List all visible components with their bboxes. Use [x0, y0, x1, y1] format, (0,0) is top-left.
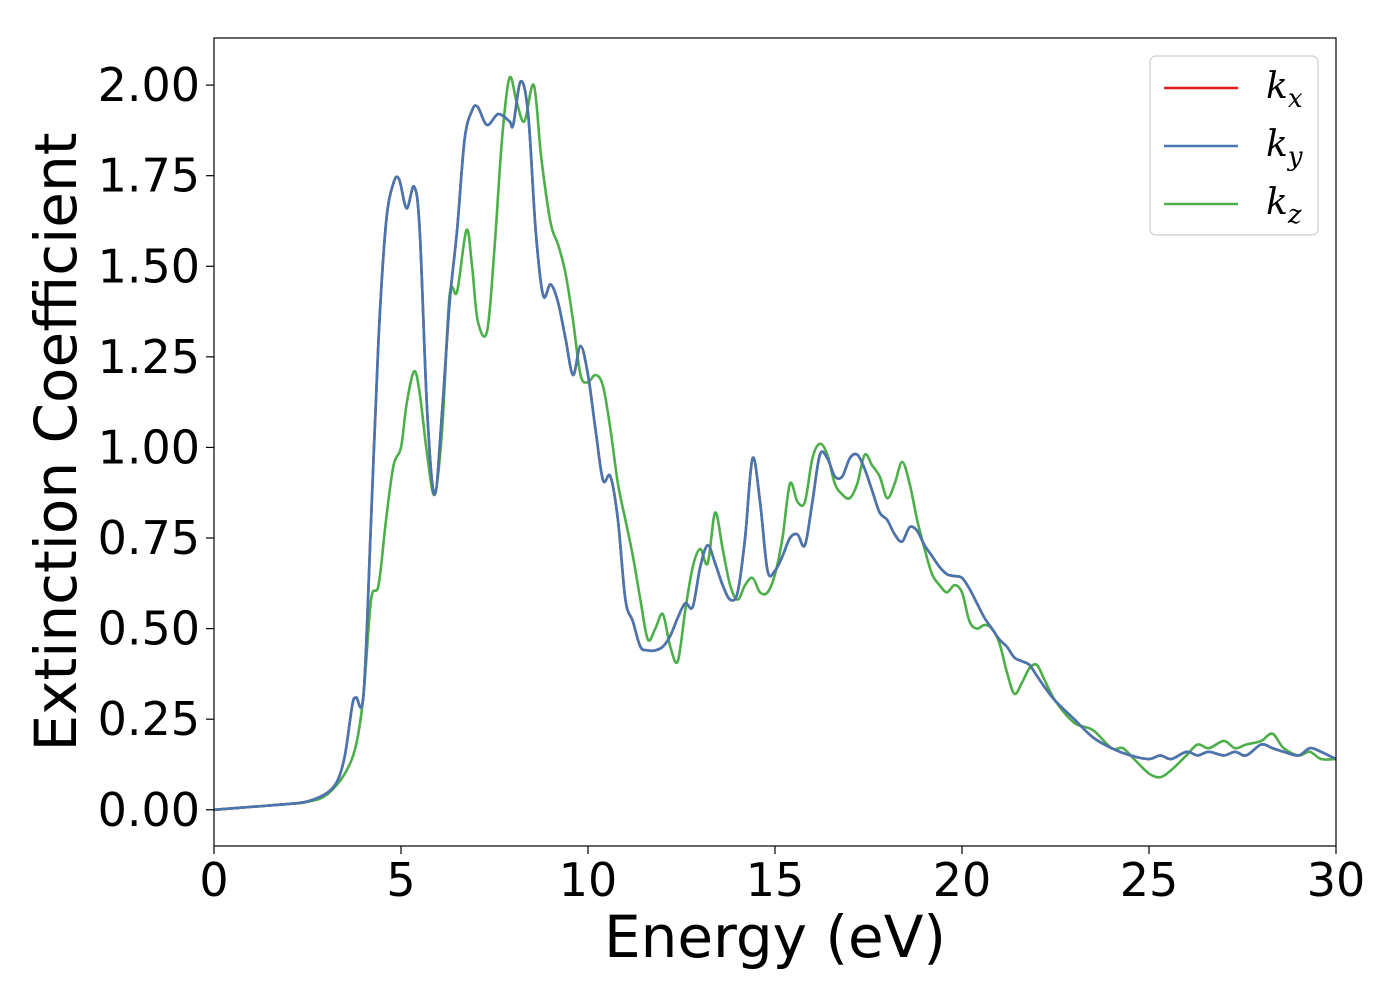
- series-line-y: [214, 80, 1336, 812]
- legend-label-subscript: x: [1288, 84, 1303, 114]
- legend-label-base: k: [1266, 124, 1288, 165]
- y-tick-label: 1.50: [98, 239, 200, 293]
- x-tick-label: 25: [1120, 853, 1179, 907]
- y-tick-label: 2.00: [98, 58, 200, 112]
- x-axis-label: Energy (eV): [604, 903, 946, 971]
- y-axis-ticks: 0.00 0.25 0.50 0.75 1.00 1.25 1.50 1.75 2.00: [98, 58, 214, 837]
- y-tick-label: 1.25: [98, 330, 200, 384]
- y-tick-label: 0.75: [98, 511, 200, 565]
- x-axis-ticks: 0 5 10 15 20 25 30: [199, 846, 1365, 907]
- legend-label-x: kx: [1266, 66, 1303, 114]
- legend-label-base: k: [1266, 66, 1288, 107]
- y-tick-label: 1.75: [98, 149, 200, 203]
- x-tick-label: 15: [746, 853, 805, 907]
- legend-label-subscript: y: [1287, 142, 1303, 172]
- y-tick-label: 0.25: [98, 692, 200, 746]
- y-tick-label: 0.50: [98, 602, 200, 656]
- x-tick-label: 20: [933, 853, 992, 907]
- series-layer: [214, 75, 1336, 812]
- legend-label-base: k: [1266, 182, 1288, 223]
- x-tick-label: 0: [199, 853, 228, 907]
- y-axis-label: Extinction Coefficient: [22, 133, 90, 752]
- legend-label-z: kz: [1266, 182, 1302, 230]
- legend-label-y: ky: [1266, 124, 1303, 172]
- y-tick-label: 0.00: [98, 783, 200, 837]
- series-line-z: [214, 75, 1336, 812]
- x-tick-label: 10: [559, 853, 618, 907]
- y-tick-label: 1.00: [98, 420, 200, 474]
- legend-label-subscript: z: [1287, 200, 1302, 230]
- x-tick-label: 30: [1307, 853, 1366, 907]
- x-tick-label: 5: [386, 853, 415, 907]
